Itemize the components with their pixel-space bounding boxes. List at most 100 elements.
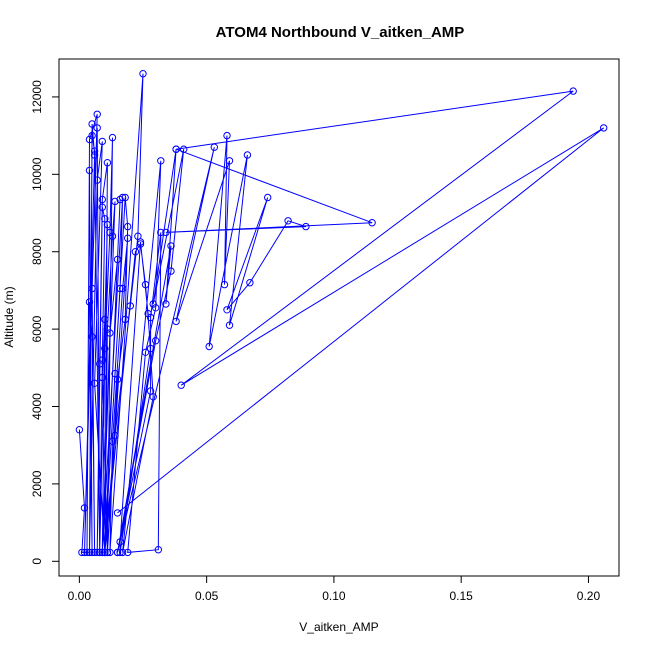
data-point xyxy=(220,280,229,289)
plot-frame xyxy=(58,58,620,577)
data-point xyxy=(101,315,109,324)
data-point xyxy=(210,143,219,151)
y-tick-label: 4000 xyxy=(30,393,44,420)
chart-title: ATOM4 Northbound V_aitken_AMP xyxy=(216,24,465,41)
data-point xyxy=(93,176,101,184)
data-point xyxy=(96,548,104,557)
data-point xyxy=(88,333,96,341)
y-tick-label: 2000 xyxy=(30,470,44,497)
data-point xyxy=(90,151,99,159)
x-tick-label: 0.15 xyxy=(450,589,474,603)
data-point xyxy=(118,193,127,202)
data-point xyxy=(116,538,124,546)
x-axis-label: V_aitken_AMP xyxy=(299,620,378,634)
data-point xyxy=(131,248,140,256)
data-point xyxy=(600,124,608,132)
data-point xyxy=(569,87,577,95)
y-axis-label: Altitude (m) xyxy=(2,286,16,347)
data-point xyxy=(78,548,86,557)
data-point xyxy=(121,315,129,324)
data-point xyxy=(101,344,109,353)
data-point xyxy=(223,131,231,140)
data-point xyxy=(103,325,112,333)
data-point xyxy=(85,166,94,175)
data-point xyxy=(136,240,145,248)
data-point xyxy=(284,217,292,225)
series-line xyxy=(78,73,605,553)
data-point xyxy=(146,313,155,322)
data-point xyxy=(162,300,170,308)
data-point xyxy=(98,137,107,146)
data-point xyxy=(106,329,114,337)
y-tick-label: 6000 xyxy=(30,315,44,342)
data-point xyxy=(103,159,112,167)
data-point xyxy=(88,284,96,293)
data-point xyxy=(152,337,160,345)
data-point xyxy=(246,279,254,287)
data-point xyxy=(154,546,163,554)
data-point xyxy=(167,242,175,250)
data-point xyxy=(88,120,96,128)
data-point xyxy=(118,548,127,557)
x-tick-label: 0.05 xyxy=(195,589,219,603)
data-point xyxy=(85,548,94,557)
data-point xyxy=(302,222,310,231)
data-point xyxy=(113,548,122,557)
data-point xyxy=(103,548,112,557)
data-point xyxy=(96,360,104,368)
x-axis: 0.00 0.05 0.10 0.15 0.20 xyxy=(68,576,601,603)
data-point xyxy=(98,356,107,364)
data-point xyxy=(139,70,147,78)
data-point xyxy=(101,548,109,557)
data-point xyxy=(146,387,155,395)
data-point xyxy=(90,548,99,557)
data-point xyxy=(172,145,180,153)
data-point xyxy=(141,348,150,356)
data-point xyxy=(162,228,170,237)
data-point xyxy=(111,197,119,206)
x-tick-label: 0.20 xyxy=(577,589,601,603)
data-point xyxy=(90,147,99,155)
data-point xyxy=(113,375,122,384)
data-point xyxy=(75,426,84,434)
data-point xyxy=(116,195,124,204)
y-axis: 0 2000 4000 6000 8000 10000 12000 xyxy=(30,80,59,565)
data-point xyxy=(113,255,122,264)
data-point xyxy=(149,300,157,308)
data-point xyxy=(93,110,101,119)
data-point xyxy=(98,548,107,557)
data-point xyxy=(85,298,94,306)
y-tick-label: 8000 xyxy=(30,238,44,265)
data-point xyxy=(106,228,114,237)
data-point xyxy=(180,145,188,153)
data-point xyxy=(98,203,107,211)
data-point xyxy=(126,302,135,310)
data-point xyxy=(118,284,127,293)
data-point xyxy=(264,193,272,202)
x-tick-label: 0.10 xyxy=(322,589,346,603)
data-point xyxy=(146,344,155,353)
data-point xyxy=(93,548,101,557)
data-point xyxy=(144,309,152,318)
data-point xyxy=(124,222,132,231)
data-point xyxy=(103,220,112,229)
series-layer xyxy=(75,70,608,557)
data-point xyxy=(152,304,160,312)
data-point xyxy=(167,267,175,275)
data-point xyxy=(243,151,252,159)
data-point xyxy=(177,381,185,389)
data-point xyxy=(116,284,124,293)
data-point xyxy=(205,342,213,351)
data-point xyxy=(85,135,94,144)
data-point xyxy=(93,124,101,132)
y-tick-label: 0 xyxy=(30,558,44,565)
data-point xyxy=(157,157,165,165)
data-point xyxy=(368,219,376,227)
y-tick-label: 12000 xyxy=(30,80,44,114)
data-point xyxy=(223,306,231,314)
data-point xyxy=(88,131,96,140)
data-point xyxy=(172,317,180,326)
data-point xyxy=(80,548,89,557)
data-point xyxy=(111,431,119,440)
data-point xyxy=(157,228,165,237)
